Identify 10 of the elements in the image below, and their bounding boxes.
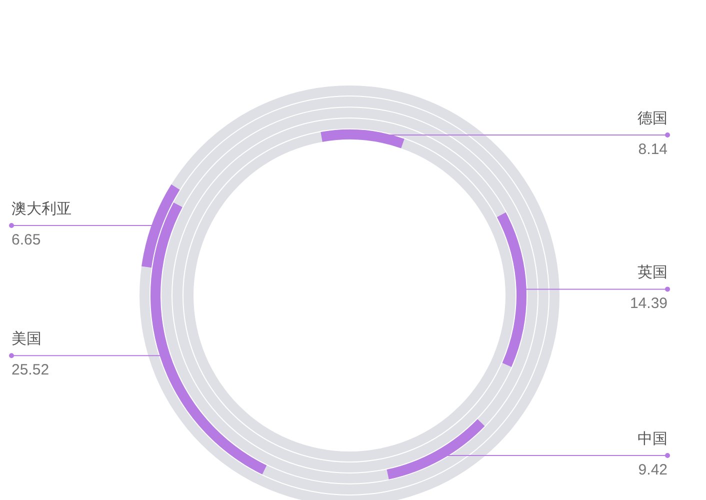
data-label: 25.52 — [12, 362, 50, 379]
data-label: 14.39 — [630, 295, 668, 312]
category-label: 美国 — [12, 330, 42, 348]
category-label: 中国 — [638, 429, 668, 448]
category-label: 德国 — [638, 109, 668, 128]
category-label: 英国 — [638, 263, 668, 282]
data-label: 9.42 — [638, 461, 668, 478]
data-label: 6.65 — [12, 231, 41, 248]
category-label: 澳大利亚 — [12, 199, 72, 218]
data-label: 8.14 — [638, 141, 668, 158]
